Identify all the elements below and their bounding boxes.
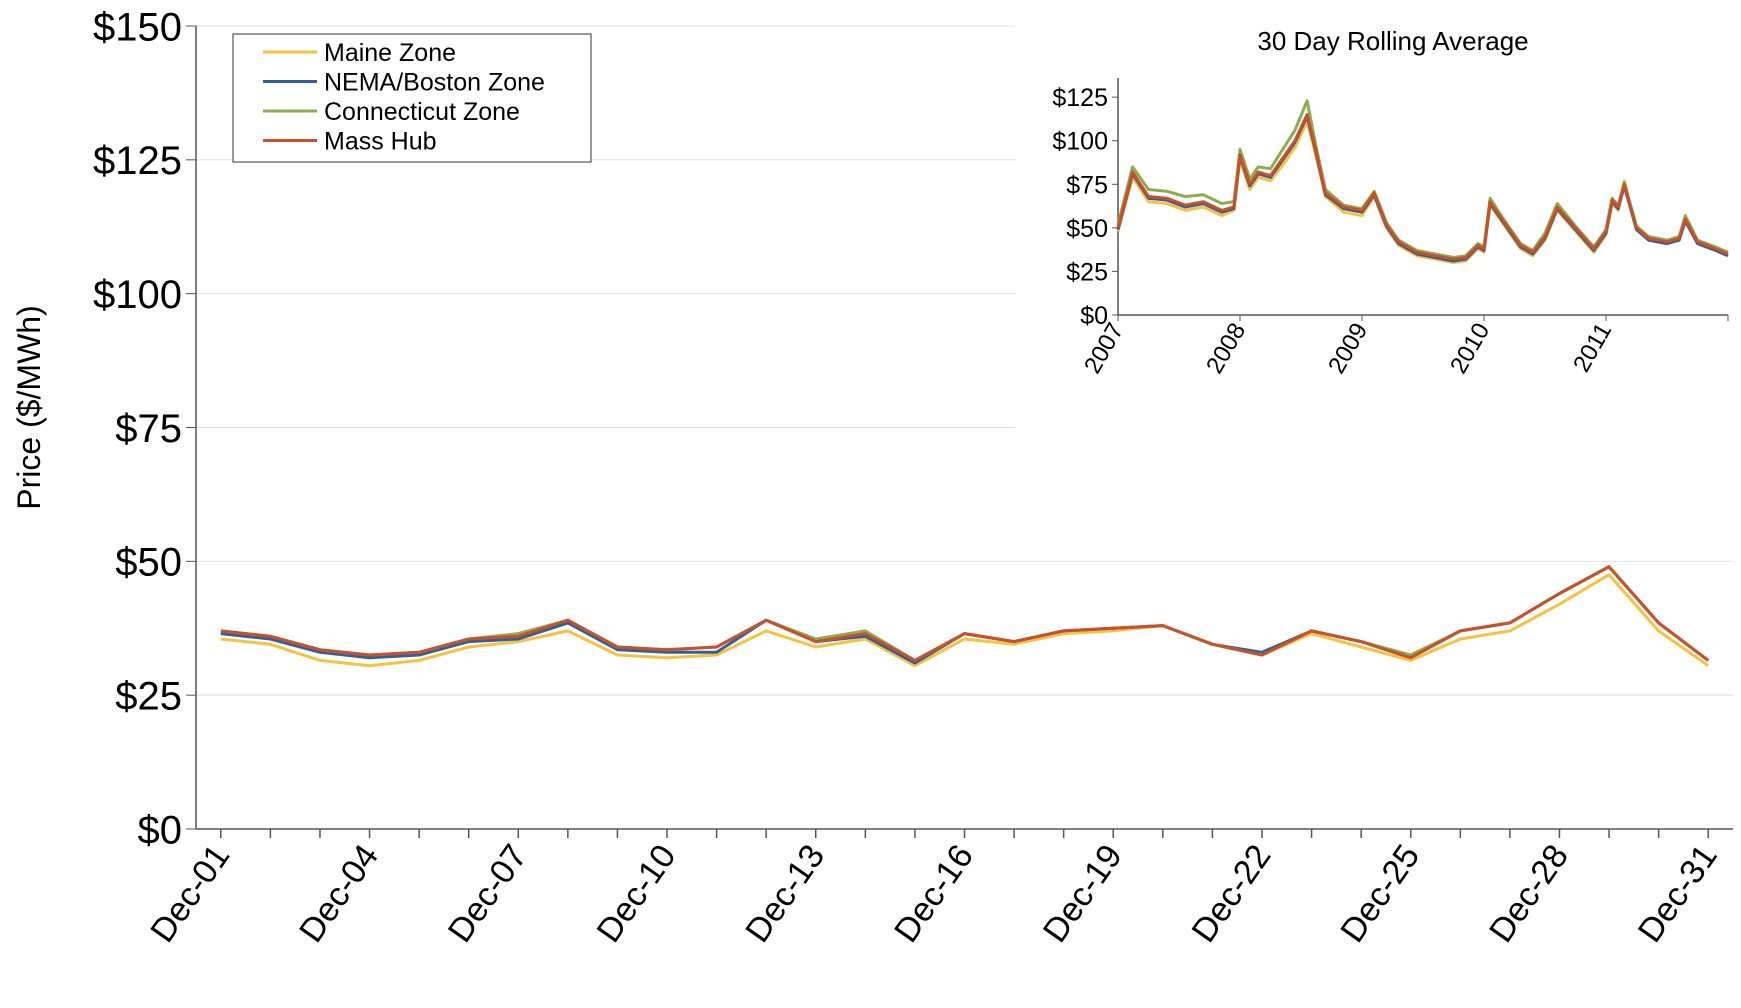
y-axis-label: Price ($/MWh) [11,305,47,509]
inset-background [1015,10,1741,430]
y-tick-label: $75 [1066,171,1108,199]
chart-title: 30 Day Rolling Average [1257,26,1528,56]
y-tick-label: $25 [1066,258,1108,286]
y-tick-label: $50 [1066,215,1108,243]
legend-label: Mass Hub [324,128,437,156]
series-line [1116,113,1729,261]
series-line [220,573,1710,668]
y-tick-label: $125 [93,139,182,183]
y-tick-label: $0 [1080,302,1108,330]
legend-label: Connecticut Zone [324,98,520,126]
y-tick-label: $100 [93,273,182,317]
legend-label: Maine Zone [324,39,456,67]
y-tick-label: $50 [115,541,182,585]
y-tick-label: $25 [115,675,182,719]
legend-label: NEMA/Boston Zone [324,69,545,97]
y-tick-label: $75 [115,407,182,451]
y-tick-label: $150 [93,5,182,49]
series-line [220,565,1710,662]
y-tick-label: $0 [138,808,183,852]
y-tick-label: $125 [1052,84,1108,112]
y-tick-label: $100 [1052,128,1108,156]
